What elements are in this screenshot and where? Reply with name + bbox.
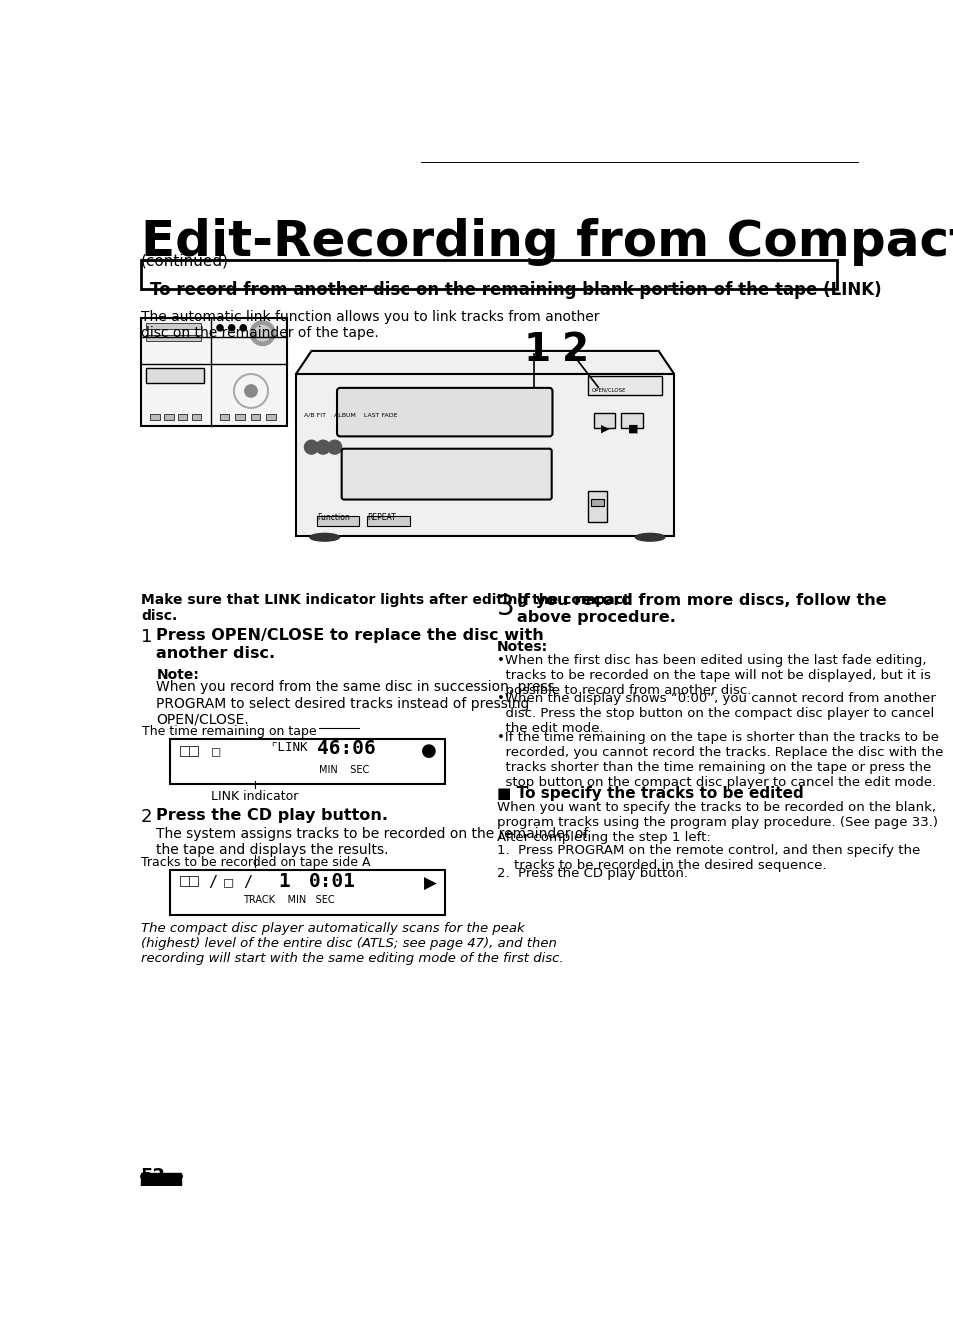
Bar: [220, 415, 229, 420]
Text: 2.  Press the CD play button.: 2. Press the CD play button.: [497, 866, 687, 880]
Text: Note:: Note:: [156, 668, 199, 682]
Text: ▶: ▶: [599, 424, 608, 433]
Text: TRACK    MIN   SEC: TRACK MIN SEC: [243, 896, 335, 905]
Bar: [266, 415, 275, 420]
Bar: [591, 499, 604, 507]
Text: 52: 52: [141, 1168, 166, 1185]
Bar: [367, 516, 410, 525]
Text: 1.  Press PROGRAM on the remote control, and then specify the
    tracks to be r: 1. Press PROGRAM on the remote control, …: [497, 844, 919, 872]
Text: ▶: ▶: [423, 874, 436, 893]
Text: Tracks to be recorded on tape side A: Tracks to be recorded on tape side A: [141, 856, 370, 869]
Circle shape: [229, 325, 234, 331]
Text: /: /: [208, 874, 217, 889]
FancyBboxPatch shape: [336, 388, 552, 436]
Text: 2: 2: [561, 331, 588, 369]
Text: 1: 1: [278, 872, 290, 892]
Text: Notes:: Notes:: [497, 640, 547, 655]
Bar: [295, 375, 674, 536]
Text: □: □: [224, 874, 233, 889]
Bar: [178, 415, 187, 420]
Text: •When the display shows “0:00”, you cannot record from another
  disc. Press the: •When the display shows “0:00”, you cann…: [497, 692, 935, 734]
Bar: [593, 412, 615, 428]
Ellipse shape: [310, 533, 339, 541]
Text: Make sure that LINK indicator lights after editing the compact
disc.: Make sure that LINK indicator lights aft…: [141, 593, 629, 623]
Bar: [620, 412, 642, 428]
Text: (continued): (continued): [141, 253, 229, 269]
Bar: [251, 415, 260, 420]
Text: 1: 1: [141, 628, 152, 647]
Bar: [192, 415, 201, 420]
Bar: [587, 376, 661, 395]
Bar: [150, 415, 159, 420]
Bar: [146, 368, 204, 384]
Bar: [170, 738, 444, 784]
Bar: [146, 335, 200, 341]
Text: 2: 2: [141, 808, 152, 826]
FancyBboxPatch shape: [341, 449, 551, 500]
Circle shape: [315, 440, 330, 455]
Circle shape: [245, 385, 257, 397]
Bar: [141, 260, 836, 289]
Bar: [587, 491, 607, 521]
Text: /: /: [243, 874, 253, 889]
Text: OPEN/CLOSE: OPEN/CLOSE: [592, 387, 626, 392]
Bar: [146, 323, 200, 329]
Bar: [141, 1173, 181, 1186]
Text: REPEAT: REPEAT: [367, 513, 395, 521]
Text: After completing the step 1 left:: After completing the step 1 left:: [497, 830, 710, 844]
Bar: [170, 870, 444, 914]
Text: ●: ●: [421, 742, 436, 760]
Text: 0:01: 0:01: [309, 872, 355, 892]
Text: The system assigns tracks to be recorded on the remainder of
the tape and displa: The system assigns tracks to be recorded…: [156, 826, 588, 857]
Ellipse shape: [635, 533, 664, 541]
Text: 3: 3: [497, 593, 514, 621]
Text: ■: ■: [627, 424, 638, 433]
Bar: [235, 415, 245, 420]
Text: □□: □□: [179, 872, 199, 890]
Text: Function: Function: [316, 513, 349, 521]
Circle shape: [328, 440, 341, 455]
Text: The automatic link function allows you to link tracks from another
disc on the r: The automatic link function allows you t…: [141, 311, 598, 340]
Circle shape: [304, 440, 318, 455]
Text: When you want to specify the tracks to be recorded on the blank,
program tracks : When you want to specify the tracks to b…: [497, 801, 937, 829]
Bar: [316, 516, 359, 525]
Text: A/B FIT    ALBUM    LAST FADE: A/B FIT ALBUM LAST FADE: [303, 412, 396, 417]
Text: To record from another disc on the remaining blank portion of the tape (LINK): To record from another disc on the remai…: [150, 281, 881, 299]
Text: 46:06: 46:06: [316, 738, 375, 758]
Text: •If the time remaining on the tape is shorter than the tracks to be
  recorded, : •If the time remaining on the tape is sh…: [497, 730, 943, 789]
Text: 1: 1: [523, 331, 550, 369]
Circle shape: [250, 321, 274, 345]
Circle shape: [254, 325, 270, 341]
Circle shape: [240, 325, 246, 331]
Bar: [164, 415, 173, 420]
Polygon shape: [295, 351, 674, 375]
Text: When you record from the same disc in succession, press
PROGRAM to select desire: When you record from the same disc in su…: [156, 680, 555, 726]
Circle shape: [216, 325, 223, 331]
Text: □: □: [212, 745, 220, 760]
Text: MIN    SEC: MIN SEC: [319, 765, 369, 776]
Text: Edit-Recording from Compact Discs: Edit-Recording from Compact Discs: [141, 217, 953, 265]
Text: ■ To specify the tracks to be edited: ■ To specify the tracks to be edited: [497, 786, 802, 801]
Text: □□: □□: [179, 742, 199, 760]
Text: LINK indicator: LINK indicator: [211, 790, 298, 802]
Text: The time remaining on tape: The time remaining on tape: [142, 725, 316, 738]
Text: •When the first disc has been edited using the last fade editing,
  tracks to be: •When the first disc has been edited usi…: [497, 653, 929, 697]
Text: Press OPEN/CLOSE to replace the disc with
another disc.: Press OPEN/CLOSE to replace the disc wit…: [156, 628, 543, 661]
Text: ⌜LINK: ⌜LINK: [270, 741, 308, 753]
Text: Press the CD play button.: Press the CD play button.: [156, 808, 388, 824]
Text: If you record from more discs, follow the
above procedure.: If you record from more discs, follow th…: [517, 593, 885, 625]
Bar: [141, 317, 286, 425]
Text: The compact disc player automatically scans for the peak
(highest) level of the : The compact disc player automatically sc…: [141, 922, 563, 965]
